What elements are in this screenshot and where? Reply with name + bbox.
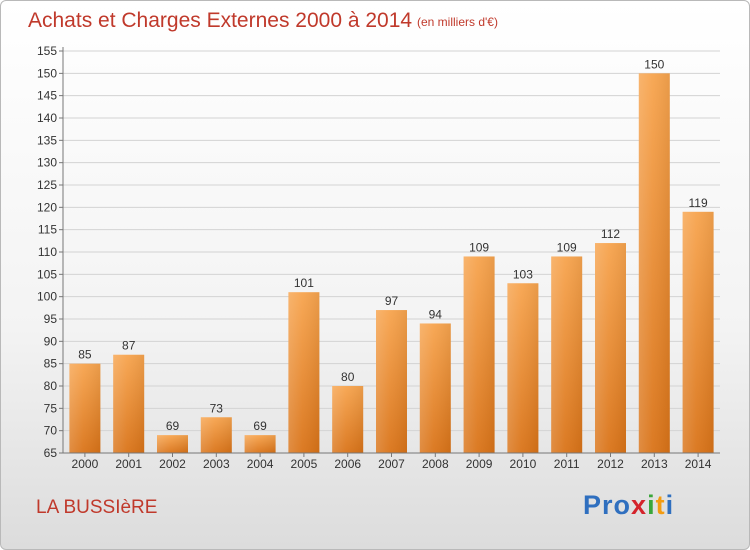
y-tick-label: 100 (37, 290, 57, 304)
logo-letter: i (665, 490, 675, 520)
x-tick-label: 2000 (72, 457, 99, 471)
bar-shine (200, 417, 232, 453)
x-tick-label: 2002 (159, 457, 186, 471)
value-label: 101 (294, 276, 314, 290)
y-tick-label: 95 (44, 312, 58, 326)
value-label: 94 (429, 307, 443, 321)
place-name: LA BUSSIèRE (36, 497, 158, 518)
y-tick-label: 130 (37, 156, 57, 170)
y-tick-label: 120 (37, 200, 57, 214)
proxiti-logo: Proxiti (583, 490, 674, 521)
y-tick-label: 105 (37, 267, 57, 281)
bar-shine (244, 435, 276, 453)
y-tick-label: 90 (44, 334, 58, 348)
y-tick-label: 155 (37, 44, 57, 58)
value-label: 73 (210, 401, 224, 415)
value-label: 112 (601, 227, 620, 241)
x-tick-label: 2007 (378, 457, 405, 471)
x-tick-label: 2001 (115, 457, 142, 471)
bar-shine (507, 283, 539, 453)
y-tick-label: 125 (37, 178, 57, 192)
y-tick-label: 65 (44, 446, 58, 460)
value-label: 87 (122, 339, 136, 353)
value-label: 150 (644, 57, 664, 71)
value-label: 109 (469, 240, 489, 254)
y-tick-label: 135 (37, 133, 57, 147)
value-label: 109 (557, 240, 577, 254)
logo-letter: r (602, 490, 614, 520)
bar-shine (157, 435, 188, 453)
x-tick-label: 2008 (422, 457, 449, 471)
chart-subtitle: (en milliers d'€) (417, 15, 498, 29)
y-tick-label: 85 (44, 357, 58, 371)
x-tick-label: 2013 (641, 457, 668, 471)
x-tick-label: 2009 (466, 457, 493, 471)
logo-letter: x (631, 490, 648, 520)
x-tick-label: 2005 (291, 457, 318, 471)
value-label: 85 (78, 348, 92, 362)
value-label: 103 (513, 267, 533, 281)
value-label: 80 (341, 370, 355, 384)
x-tick-label: 2014 (685, 457, 712, 471)
y-tick-label: 110 (38, 245, 57, 259)
y-tick-label: 70 (44, 424, 58, 438)
logo-letter: P (583, 490, 603, 520)
bar-shine (332, 386, 364, 453)
bar-shine (595, 243, 626, 453)
value-label: 97 (385, 294, 399, 308)
y-tick-label: 145 (37, 89, 57, 103)
y-tick-label: 150 (37, 66, 57, 80)
x-tick-label: 2010 (510, 457, 537, 471)
y-tick-label: 115 (38, 223, 57, 237)
x-tick-label: 2011 (554, 457, 580, 471)
bar-shine (463, 256, 495, 453)
bar-shine (419, 323, 451, 453)
x-tick-label: 2006 (334, 457, 361, 471)
bar-shine (113, 354, 145, 453)
y-tick-label: 80 (44, 379, 58, 393)
x-tick-label: 2004 (247, 457, 274, 471)
bar-shine (551, 256, 583, 453)
x-tick-label: 2012 (597, 457, 624, 471)
bar-shine (682, 211, 714, 453)
x-tick-label: 2003 (203, 457, 230, 471)
value-label: 69 (253, 419, 267, 433)
value-label: 119 (689, 196, 708, 210)
y-tick-label: 140 (37, 111, 57, 125)
logo-letter: o (613, 490, 632, 520)
value-label: 69 (166, 419, 180, 433)
logo-letter: i (647, 490, 656, 520)
logo-letter: t (655, 490, 666, 520)
bar-shine (69, 363, 101, 453)
chart-title: Achats et Charges Externes 2000 à 2014 (28, 9, 413, 32)
bar-shine (288, 292, 320, 453)
bar-shine (376, 310, 407, 453)
y-tick-label: 75 (44, 401, 58, 415)
bar-shine (638, 73, 670, 453)
